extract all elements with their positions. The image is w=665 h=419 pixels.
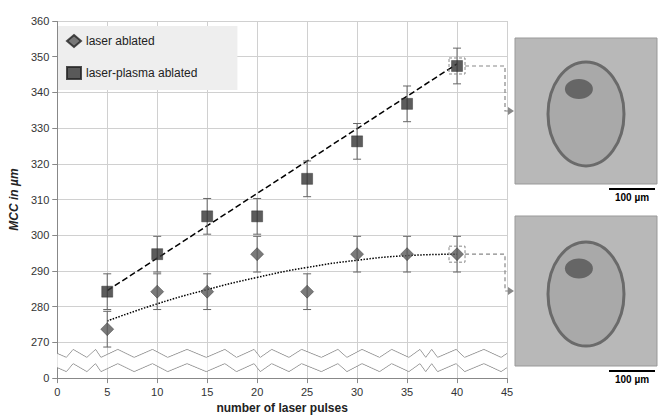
svg-text:15: 15 <box>201 386 213 398</box>
svg-text:340: 340 <box>31 86 49 98</box>
svg-text:5: 5 <box>104 386 110 398</box>
svg-text:100 µm: 100 µm <box>615 192 649 203</box>
svg-text:100 µm: 100 µm <box>615 374 649 385</box>
svg-text:20: 20 <box>251 386 263 398</box>
svg-text:320: 320 <box>31 158 49 170</box>
svg-text:0: 0 <box>54 386 60 398</box>
svg-text:laser-plasma ablated: laser-plasma ablated <box>86 66 197 80</box>
svg-text:30: 30 <box>351 386 363 398</box>
svg-text:0: 0 <box>43 372 49 384</box>
svg-text:360: 360 <box>31 15 49 27</box>
svg-text:290: 290 <box>31 265 49 277</box>
svg-text:laser ablated: laser ablated <box>86 34 155 48</box>
svg-text:330: 330 <box>31 122 49 134</box>
svg-text:35: 35 <box>401 386 413 398</box>
svg-text:270: 270 <box>31 336 49 348</box>
svg-text:45: 45 <box>501 386 513 398</box>
svg-text:25: 25 <box>301 386 313 398</box>
svg-text:number of laser pulses: number of laser pulses <box>216 401 348 415</box>
svg-text:280: 280 <box>31 301 49 313</box>
svg-text:350: 350 <box>31 51 49 63</box>
svg-text:10: 10 <box>151 386 163 398</box>
svg-text:300: 300 <box>31 229 49 241</box>
svg-text:40: 40 <box>451 386 463 398</box>
svg-text:MCC in µm: MCC in µm <box>7 168 21 231</box>
svg-text:310: 310 <box>31 194 49 206</box>
